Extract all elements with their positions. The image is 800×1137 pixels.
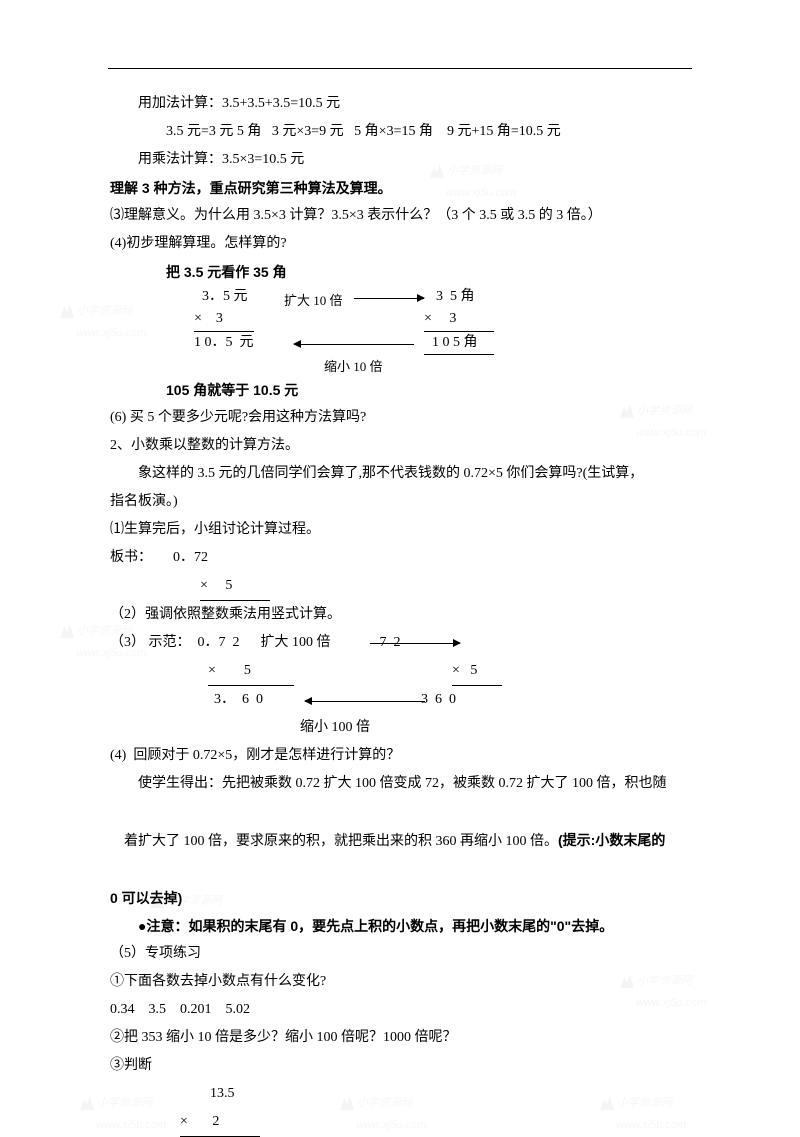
- text-line: × 2: [110, 1108, 690, 1137]
- label-shrink: 缩小 100 倍: [110, 714, 690, 742]
- calc-cell: 1 0 5 角: [424, 332, 494, 355]
- heading-line: 理解 3 种方法，重点研究第三种算法及算理。: [110, 174, 690, 202]
- text-line: 用乘法计算：3.5×3=10.5 元: [110, 146, 690, 174]
- text-line: ⑴生算完后，小组讨论计算过程。: [110, 516, 690, 544]
- calc-cell: 3 5 角: [424, 286, 494, 308]
- text-line: （2）强调依照整数乘法用竖式计算。: [110, 601, 690, 629]
- text-line: 指名板演。): [110, 488, 690, 516]
- text-line: × 5: [110, 572, 690, 601]
- heading-line: ●注意：如果积的末尾有 0，要先点上积的小数点，再把小数末尾的"0"去掉。: [110, 912, 690, 940]
- text-line: 2、小数乘以整数的计算方法。: [110, 432, 690, 460]
- calc-cell: 1 0．5 元: [194, 332, 254, 354]
- text-line: 使学生得出：先把被乘数 0.72 扩大 100 倍变成 72，被乘数 0.72 …: [110, 770, 690, 798]
- label-expand: 扩大 10 倍: [284, 288, 343, 314]
- arrow-right-icon: [354, 298, 424, 299]
- arrow-left-icon: [305, 701, 425, 702]
- text-line: 着扩大了 100 倍，要求原来的积，就把乘出来的积 360 再缩小 100 倍。…: [110, 798, 690, 884]
- label-shrink: 缩小 10 倍: [324, 354, 383, 380]
- text-line: ②把 353 缩小 10 倍是多少？缩小 100 倍呢？1000 倍呢？: [110, 1024, 690, 1052]
- text-line: ③判断: [110, 1052, 690, 1080]
- heading-line: 105 角就等于 10.5 元: [110, 376, 690, 404]
- text-line: (4) 回顾对于 0.72×5，刚才是怎样进行计算的？: [110, 742, 690, 770]
- text-line: （5）专项练习: [110, 940, 690, 968]
- text-line: 板书： 0．72: [110, 544, 690, 572]
- text-line: 13.5: [110, 1080, 690, 1108]
- heading-line: 把 3.5 元看作 35 角: [110, 258, 690, 286]
- text-line: 0.34 3.5 0.201 5.02: [110, 996, 690, 1024]
- calc-diagram-2: （3） 示范： 0．7 2 扩大 100 倍 7 2 × 5 × 5 3． 6 …: [110, 629, 690, 742]
- arrow-left-icon: [294, 344, 414, 345]
- text-line: (4)初步理解算理。怎样算的?: [110, 230, 690, 258]
- top-rule: [108, 68, 692, 69]
- calc-diagram-1: 3．5 元 × 3 1 0．5 元 扩大 10 倍 3 5 角 × 3 1 0 …: [194, 286, 690, 376]
- arrow-right-icon: [370, 643, 460, 644]
- heading-line: 0 可以去掉): [110, 884, 690, 912]
- text-line: ⑶理解意义。为什么用 3.5×3 计算？3.5×3 表示什么？（3 个 3.5 …: [110, 202, 690, 230]
- text-line: (6) 买 5 个要多少元呢?会用这种方法算吗?: [110, 404, 690, 432]
- text-line: 象这样的 3.5 元的几倍同学们会算了,那不代表钱数的 0.72×5 你们会算吗…: [110, 460, 690, 488]
- text-line: 用加法计算：3.5+3.5+3.5=10.5 元: [110, 90, 690, 118]
- calc-cell: × 3: [194, 308, 254, 331]
- calc-cell: × 5: [294, 657, 502, 686]
- document-body: 用加法计算：3.5+3.5+3.5=10.5 元 3.5 元=3 元 5 角 3…: [110, 90, 690, 1137]
- calc-cell: × 3: [424, 308, 494, 331]
- calc-cell: × 5: [110, 657, 294, 686]
- calc-cell: 3．5 元: [194, 286, 254, 308]
- text-line: ①下面各数去掉小数点有什么变化?: [110, 968, 690, 996]
- calc-cell: 3． 6 0: [110, 686, 263, 714]
- text-line: 3.5 元=3 元 5 角 3 元×3=9 元 5 角×3=15 角 9 元+1…: [110, 118, 690, 146]
- calc-cell: 3 6 0: [263, 686, 456, 714]
